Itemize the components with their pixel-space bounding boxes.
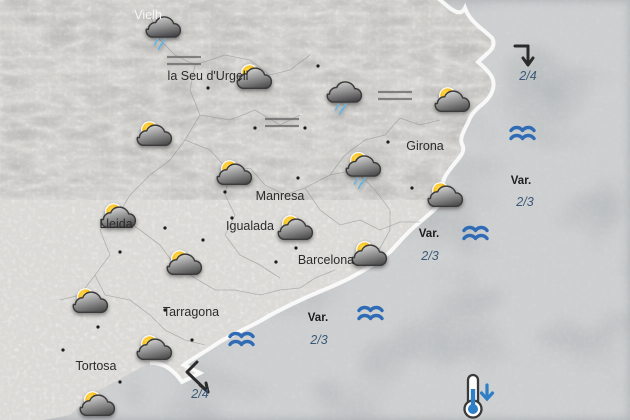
svg-text:Girona: Girona xyxy=(406,139,444,153)
svg-text:la Seu d'Urgell: la Seu d'Urgell xyxy=(168,69,249,83)
svg-text:Barcelona: Barcelona xyxy=(298,253,354,267)
svg-text:Lleida: Lleida xyxy=(99,217,132,231)
svg-text:Tarragona: Tarragona xyxy=(163,305,219,319)
svg-text:Manresa: Manresa xyxy=(256,189,305,203)
svg-text:Igualada: Igualada xyxy=(226,219,274,233)
svg-text:Var.: Var. xyxy=(308,312,328,324)
svg-text:Var.: Var. xyxy=(511,175,531,187)
svg-text:Vielh: Vielh xyxy=(134,8,162,22)
svg-text:Var.: Var. xyxy=(419,228,439,240)
svg-text:2/3: 2/3 xyxy=(420,249,438,263)
svg-text:2/4: 2/4 xyxy=(190,387,208,401)
svg-text:2/3: 2/3 xyxy=(515,195,533,209)
svg-text:2/3: 2/3 xyxy=(309,333,327,347)
svg-text:2/4: 2/4 xyxy=(518,69,536,83)
svg-text:Tortosa: Tortosa xyxy=(76,359,117,373)
